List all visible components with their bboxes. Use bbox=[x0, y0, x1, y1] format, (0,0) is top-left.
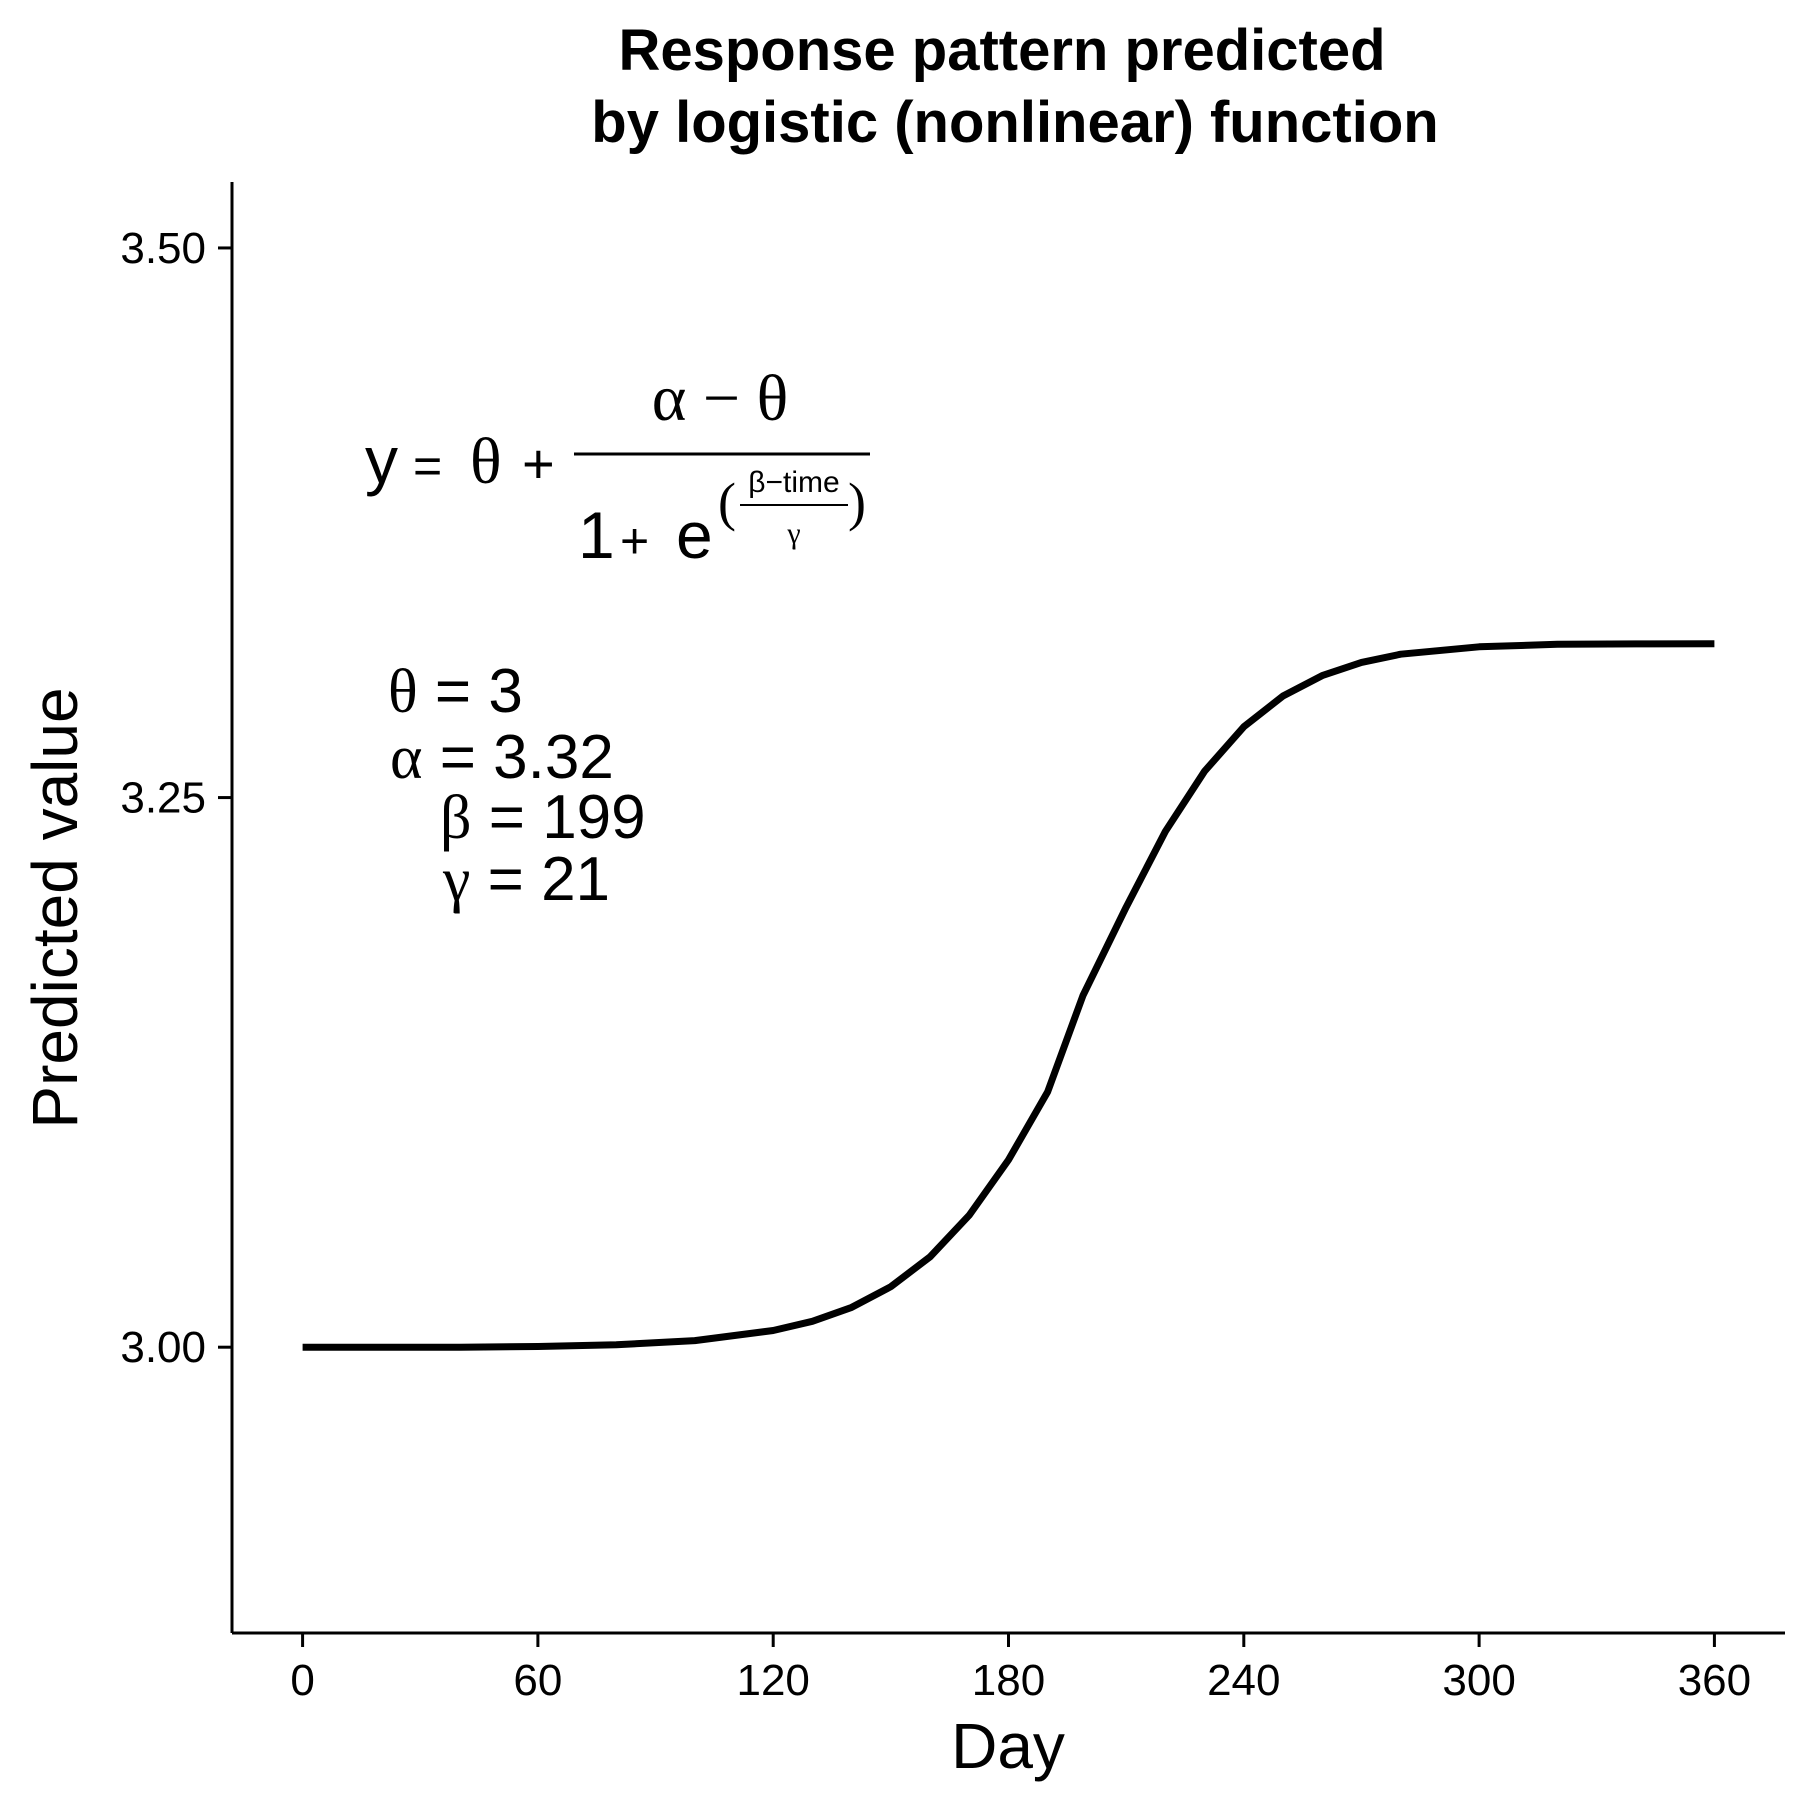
parameter-list: θ = 3 α = 3.32 β = 199 γ = 21 bbox=[388, 657, 646, 914]
y-tick-label: 3.25 bbox=[120, 774, 206, 823]
equation-denominator-plus: + bbox=[620, 513, 649, 569]
series-line bbox=[302, 640, 1715, 1351]
equation-plus: + bbox=[522, 432, 555, 495]
equation-numerator: α − θ bbox=[652, 362, 788, 435]
equation-e: e bbox=[676, 498, 713, 572]
chart-title-line-2: by logistic (nonlinear) function bbox=[591, 90, 1438, 155]
param-theta-symbol: θ bbox=[388, 658, 418, 726]
param-theta-value: = 3 bbox=[418, 657, 523, 726]
x-axis-ticks: 0 60 120 180 240 300 360 bbox=[290, 1633, 1751, 1705]
y-axis-title: Predicted value bbox=[19, 687, 91, 1128]
equation-lhs: y bbox=[365, 423, 398, 497]
param-beta-symbol: β bbox=[440, 784, 472, 852]
param-alpha-symbol: α bbox=[390, 724, 422, 792]
param-beta: β = 199 bbox=[440, 783, 646, 852]
x-tick-label: 60 bbox=[513, 1656, 562, 1705]
x-axis-title: Day bbox=[951, 1710, 1065, 1782]
param-alpha: α = 3.32 bbox=[390, 723, 614, 792]
chart-title-line-1: Response pattern predicted bbox=[618, 18, 1385, 83]
x-tick-label: 360 bbox=[1678, 1656, 1751, 1705]
equation-annotation: y = θ + α − θ 1 + e ( β−time γ ) bbox=[365, 362, 870, 572]
x-tick-label: 180 bbox=[972, 1656, 1045, 1705]
param-gamma: γ = 21 bbox=[442, 845, 610, 914]
equation-exponent-numerator: β−time bbox=[748, 466, 839, 499]
y-tick-label: 3.50 bbox=[120, 224, 206, 273]
param-theta: θ = 3 bbox=[388, 657, 523, 726]
param-gamma-value: = 21 bbox=[470, 845, 610, 914]
x-tick-label: 0 bbox=[290, 1656, 314, 1705]
y-tick-label: 3.00 bbox=[120, 1323, 206, 1372]
param-gamma-symbol: γ bbox=[442, 846, 470, 914]
x-tick-label: 240 bbox=[1207, 1656, 1280, 1705]
equation-equals: = bbox=[413, 438, 442, 494]
y-axis-ticks: 3.00 3.25 3.50 bbox=[120, 224, 232, 1372]
equation-exponent-paren-open: ( bbox=[718, 472, 736, 532]
equation-theta: θ bbox=[470, 425, 502, 498]
param-beta-value: = 199 bbox=[472, 783, 646, 852]
x-tick-label: 120 bbox=[736, 1656, 809, 1705]
x-tick-label: 300 bbox=[1442, 1656, 1515, 1705]
equation-one: 1 bbox=[578, 498, 615, 572]
equation-exponent-denominator: γ bbox=[786, 517, 800, 550]
equation-exponent-paren-close: ) bbox=[848, 472, 866, 532]
param-alpha-value: = 3.32 bbox=[422, 723, 613, 792]
